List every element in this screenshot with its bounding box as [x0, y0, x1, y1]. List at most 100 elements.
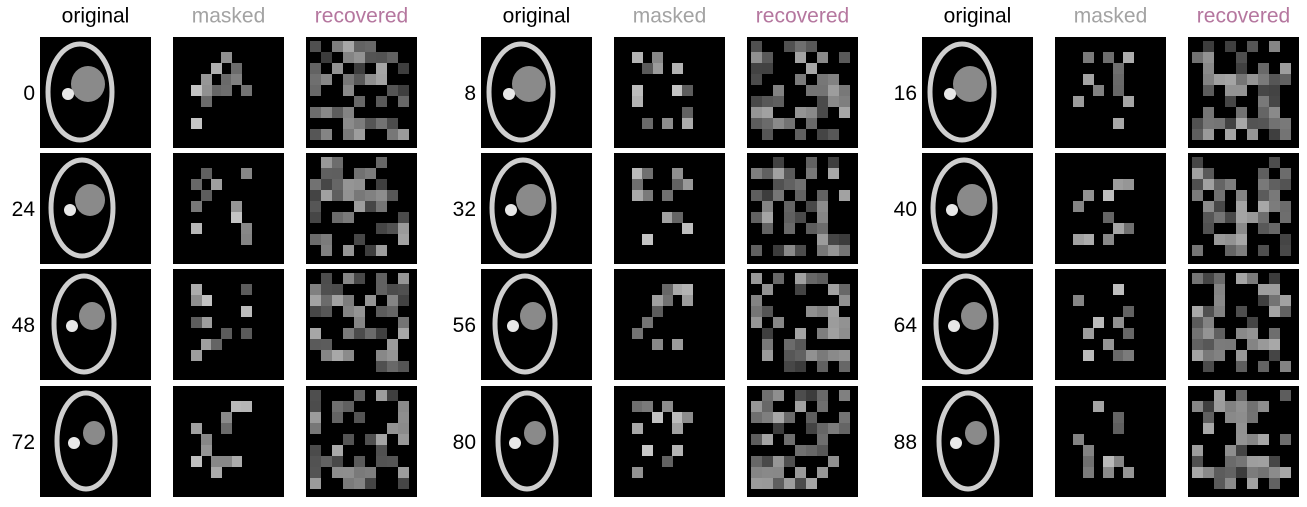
patch: [376, 284, 387, 295]
patch: [1203, 350, 1214, 361]
patch: [1093, 317, 1104, 328]
patch: [398, 212, 409, 223]
patch: [376, 445, 387, 456]
patch: [343, 306, 354, 317]
patch: [1236, 201, 1247, 212]
patch: [1214, 306, 1225, 317]
patch: [642, 190, 653, 201]
patch: [321, 190, 332, 201]
patch: [828, 284, 839, 295]
patch: [241, 85, 252, 96]
patch: [332, 456, 343, 467]
patch: [762, 52, 773, 63]
patch: [191, 423, 202, 434]
patch: [817, 401, 828, 412]
patch: [376, 361, 387, 372]
patch: [376, 52, 387, 63]
patch: [365, 52, 376, 63]
patch: [1203, 412, 1214, 423]
patch: [1269, 179, 1280, 190]
scan-image: [1055, 386, 1166, 497]
patch: [784, 456, 795, 467]
patch: [828, 456, 839, 467]
scan-image: [922, 269, 1033, 380]
patch: [354, 41, 365, 52]
patch: [387, 223, 398, 234]
scan-image: [481, 269, 592, 380]
scan-image: [614, 153, 725, 264]
patch: [1214, 234, 1225, 245]
patch: [1214, 179, 1225, 190]
patch: [1214, 401, 1225, 412]
patch: [1113, 317, 1124, 328]
patch: [1258, 434, 1269, 445]
patch: [387, 284, 398, 295]
patch: [817, 423, 828, 434]
patch: [376, 434, 387, 445]
patch: [211, 456, 222, 467]
patch: [387, 129, 398, 140]
patch: [310, 423, 321, 434]
patch: [1269, 350, 1280, 361]
patch: [817, 390, 828, 401]
patch: [1203, 52, 1214, 63]
patch: [354, 317, 365, 328]
patch: [652, 52, 663, 63]
patch: [387, 52, 398, 63]
patch: [343, 74, 354, 85]
patch: [1113, 179, 1124, 190]
patch: [672, 179, 683, 190]
patch: [211, 467, 222, 478]
patch: [1258, 74, 1269, 85]
patch: [376, 273, 387, 284]
patch: [795, 361, 806, 372]
patch: [354, 118, 365, 129]
patch: [310, 63, 321, 74]
patch: [1203, 74, 1214, 85]
patch: [191, 350, 202, 361]
patch: [343, 245, 354, 256]
patch: [191, 284, 202, 295]
patch: [1236, 234, 1247, 245]
patch: [795, 245, 806, 256]
patch: [1280, 467, 1291, 478]
patch: [817, 52, 828, 63]
row-label: 16: [894, 82, 917, 105]
row-label: 64: [894, 314, 918, 337]
patch: [762, 107, 773, 118]
patch: [751, 118, 762, 129]
spine: [503, 88, 515, 100]
patch: [398, 478, 409, 489]
patch: [806, 423, 817, 434]
patch: [1247, 118, 1258, 129]
organ: [961, 302, 987, 330]
patch: [1280, 129, 1291, 140]
patch: [773, 96, 784, 107]
patch: [1214, 339, 1225, 350]
patch: [1113, 63, 1124, 74]
patch: [1236, 423, 1247, 434]
patch: [1225, 212, 1236, 223]
patch: [354, 52, 365, 63]
patch: [376, 179, 387, 190]
patch: [332, 190, 343, 201]
patch: [387, 361, 398, 372]
patch: [839, 412, 850, 423]
patch: [817, 434, 828, 445]
patch: [1269, 96, 1280, 107]
patch: [321, 179, 332, 190]
patch: [1123, 350, 1134, 361]
patch: [839, 96, 850, 107]
scan-image: [173, 386, 284, 497]
patch: [310, 179, 321, 190]
patch: [1123, 223, 1134, 234]
patch: [751, 212, 762, 223]
patch: [817, 201, 828, 212]
patch: [839, 328, 850, 339]
patch: [376, 118, 387, 129]
patch: [784, 223, 795, 234]
patch: [672, 445, 683, 456]
patch: [751, 306, 762, 317]
patch: [828, 157, 839, 168]
patch: [201, 317, 212, 328]
